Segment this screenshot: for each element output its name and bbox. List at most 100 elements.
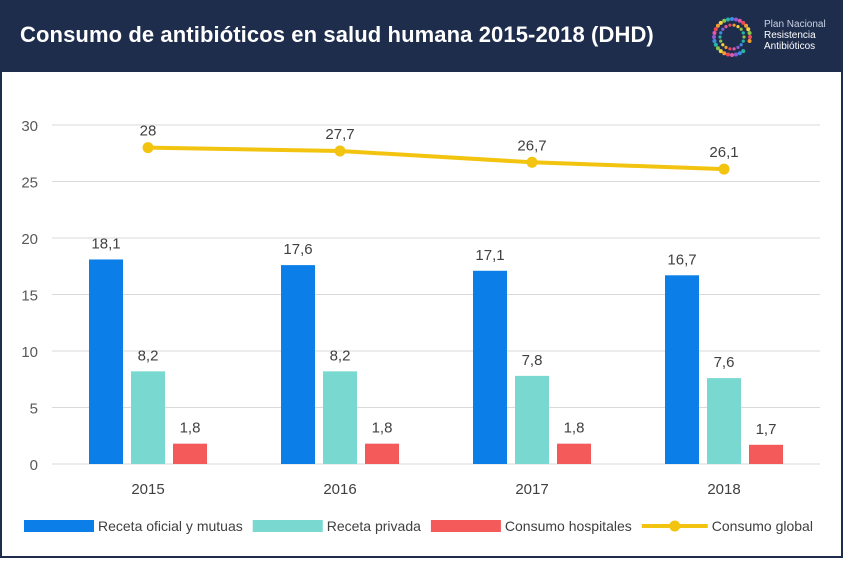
- bar: [365, 443, 399, 464]
- logo-dot: [736, 45, 740, 49]
- bar: [281, 265, 315, 464]
- logo-line-3: Antibióticos: [764, 41, 816, 52]
- logo-dot: [732, 47, 736, 51]
- y-tick-label: 15: [21, 288, 38, 305]
- logo-dot: [739, 43, 743, 47]
- logo-dot: [721, 43, 725, 47]
- logo-dot: [722, 51, 727, 56]
- logo-dot: [713, 27, 718, 32]
- y-tick-label: 20: [21, 231, 38, 248]
- x-tick-label: 2016: [323, 481, 356, 498]
- logo-dot: [725, 17, 730, 22]
- logo-dot: [713, 42, 718, 47]
- logo-dot: [724, 25, 728, 29]
- logo-dot: [722, 18, 727, 23]
- legend-swatch: [430, 520, 501, 532]
- legend-label: Receta privada: [327, 518, 421, 534]
- bar: [515, 375, 549, 464]
- chart-area: 0 5 10 15 20 25 30 18,1 8,2 1,8 2015 17,6 8,2 1,8 2016…: [2, 72, 841, 556]
- bar-data-label: 8,2: [330, 347, 351, 364]
- bar: [173, 443, 207, 464]
- chart-svg: 0 5 10 15 20 25 30 18,1 8,2 1,8 2015 17,6 8,2 1,8 2016…: [21, 118, 820, 534]
- logo-dot: [728, 23, 732, 27]
- logo-dot: [718, 49, 723, 54]
- logo-dot: [734, 17, 739, 22]
- line-point: [142, 142, 154, 154]
- logo-dot: [741, 20, 746, 25]
- logo-text: Plan Nacional Resistencia Antibióticos: [764, 19, 826, 52]
- logo-dot: [728, 47, 732, 51]
- bar-data-label: 17,1: [475, 247, 504, 264]
- logo-dot: [712, 35, 716, 39]
- logo-dot: [741, 31, 745, 35]
- bar: [131, 371, 165, 464]
- bar: [749, 444, 783, 464]
- bar-data-label: 17,6: [283, 241, 312, 258]
- logo-dot: [746, 27, 751, 32]
- logo-dot: [741, 39, 745, 43]
- x-tick-label: 2018: [707, 481, 740, 498]
- logo-dot: [730, 17, 734, 21]
- bar-data-label: 1,8: [564, 420, 585, 437]
- line-point: [334, 145, 346, 157]
- bar: [665, 275, 699, 464]
- logo-dot: [734, 52, 739, 57]
- line-data-label: 27,7: [325, 126, 354, 143]
- bar-data-label: 8,2: [138, 347, 159, 364]
- logo-dot: [736, 25, 740, 29]
- logo-dot: [712, 39, 717, 44]
- legend-label: Receta oficial y mutuas: [98, 518, 243, 534]
- y-tick-label: 30: [21, 118, 38, 135]
- legend-label: Consumo hospitales: [505, 518, 632, 534]
- logo-dot: [719, 31, 723, 35]
- legend-swatch: [24, 520, 94, 532]
- bar-data-label: 1,7: [756, 421, 777, 438]
- logo-dot: [718, 20, 723, 25]
- y-tick-label: 0: [30, 457, 38, 474]
- bar: [473, 270, 507, 464]
- line-point: [718, 163, 730, 175]
- logo-dot: [747, 39, 752, 44]
- bar: [557, 443, 591, 464]
- logo-line-2: Resistencia: [764, 30, 816, 41]
- y-tick-label: 5: [30, 401, 38, 418]
- logo-dot: [732, 23, 736, 27]
- logo-dot: [712, 30, 717, 35]
- logo-dot: [715, 23, 720, 28]
- y-tick-label: 10: [21, 344, 38, 361]
- line-data-label: 26,7: [517, 137, 546, 154]
- logo-dot: [741, 49, 746, 54]
- logo-dot: [719, 39, 723, 43]
- bar: [323, 371, 357, 464]
- header-bar: Consumo de antibióticos en salud humana …: [2, 2, 841, 72]
- line-point: [526, 156, 538, 168]
- logo-dot: [730, 53, 734, 57]
- bar: [707, 378, 741, 464]
- y-tick-label: 25: [21, 175, 38, 192]
- chart-title: Consumo de antibióticos en salud humana …: [20, 22, 654, 47]
- plan-nacional-logo: Plan Nacional Resistencia Antibióticos: [710, 15, 835, 59]
- logo-dot: [747, 30, 752, 35]
- bar-data-label: 18,1: [91, 235, 120, 252]
- line-series: [147, 145, 725, 172]
- logo-dot: [718, 35, 722, 39]
- logo-dot: [725, 52, 730, 57]
- logo-dot: [737, 51, 742, 56]
- logo-dot: [724, 45, 728, 49]
- legend-marker: [669, 520, 681, 532]
- line-data-label: 26,1: [709, 144, 738, 161]
- bar: [89, 259, 123, 464]
- logo-dot: [744, 23, 749, 28]
- logo-ring-icon: [712, 17, 752, 57]
- x-tick-label: 2017: [515, 481, 548, 498]
- bar-data-label: 7,6: [714, 354, 735, 371]
- bar-data-label: 7,8: [522, 352, 543, 369]
- line-data-label: 28: [140, 123, 157, 140]
- logo-dot: [739, 27, 743, 31]
- bar-data-label: 1,8: [372, 420, 393, 437]
- logo-dot: [737, 18, 742, 23]
- legend-swatch: [252, 520, 323, 532]
- bar-data-label: 16,7: [667, 251, 696, 268]
- logo-dot: [721, 27, 725, 31]
- logo-dot: [748, 35, 752, 39]
